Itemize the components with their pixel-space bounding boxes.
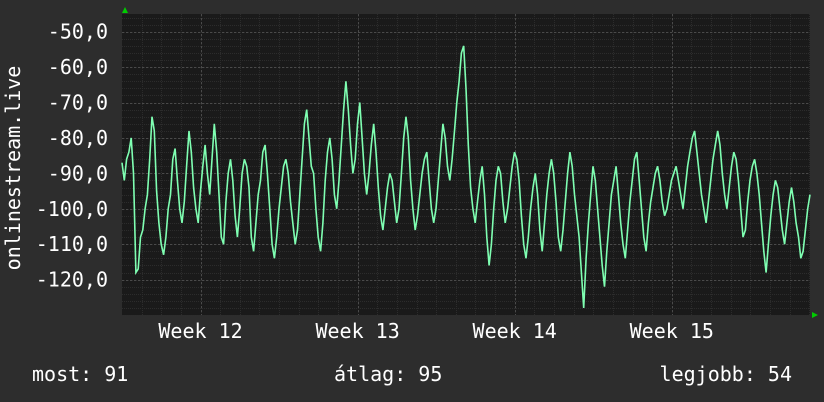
y-tick-label: -50,0: [48, 20, 108, 44]
x-tick-label: Week 13: [315, 319, 399, 343]
footer-best: legjobb: 54: [659, 362, 792, 386]
y-tick-label: -110,0: [36, 232, 108, 256]
plot-area: [122, 14, 810, 315]
footer-current: most: 91: [32, 362, 129, 386]
y-tick-label: -60,0: [48, 55, 108, 79]
y-tick-label: -70,0: [48, 91, 108, 115]
axis-arrows: [122, 7, 818, 318]
x-axis-arrow: [812, 312, 818, 318]
grid: [122, 14, 810, 316]
y-tick-label: -80,0: [48, 126, 108, 150]
series-line: [121, 45, 811, 308]
x-tick-label: Week 12: [158, 319, 242, 343]
y-tick-label: -100,0: [36, 197, 108, 221]
x-axis-ticks: Week 12 Week 13 Week 14 Week 15: [158, 319, 714, 343]
y-axis-label: onlinestream.live: [1, 66, 25, 271]
x-tick-label: Week 15: [630, 319, 714, 343]
x-tick-label: Week 14: [473, 319, 557, 343]
y-axis-ticks: -50,0 -60,0 -70,0 -80,0 -90,0 -100,0 -110,0 -12…: [36, 20, 108, 292]
footer-average: átlag: 95: [334, 362, 443, 386]
y-axis-arrow: [122, 7, 128, 13]
y-tick-label: -90,0: [48, 161, 108, 185]
y-tick-label: -120,0: [36, 268, 108, 292]
